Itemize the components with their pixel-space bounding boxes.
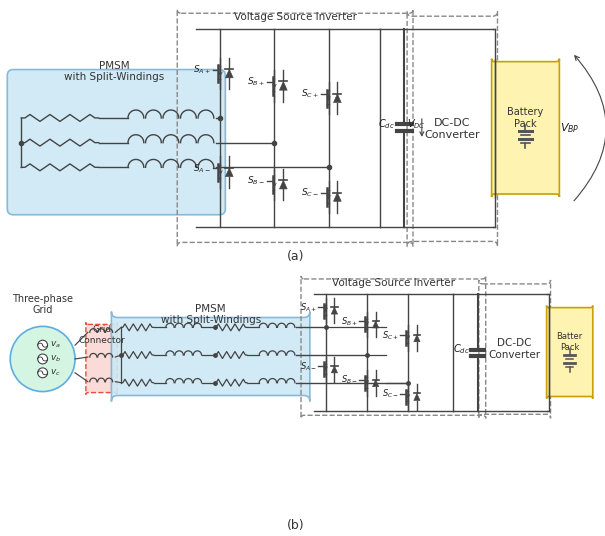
Polygon shape — [226, 168, 233, 177]
Text: $S_{A+}$: $S_{A+}$ — [300, 301, 317, 314]
FancyBboxPatch shape — [111, 311, 310, 401]
Polygon shape — [333, 192, 341, 202]
Text: $S_{C-}$: $S_{C-}$ — [382, 388, 399, 400]
Polygon shape — [414, 393, 420, 400]
Polygon shape — [373, 379, 379, 386]
Text: $S_{A-}$: $S_{A-}$ — [193, 162, 211, 175]
Text: $S_{B-}$: $S_{B-}$ — [247, 174, 264, 187]
Circle shape — [38, 354, 48, 364]
Text: $S_{B+}$: $S_{B+}$ — [247, 76, 264, 88]
Text: Batter
Pack: Batter Pack — [557, 332, 583, 352]
Text: $C_{dc}$: $C_{dc}$ — [453, 342, 470, 355]
Circle shape — [38, 368, 48, 378]
Text: PMSM
with Split-Windings: PMSM with Split-Windings — [160, 304, 261, 325]
Text: Grid
Connector: Grid Connector — [78, 325, 125, 345]
Text: $S_{B+}$: $S_{B+}$ — [341, 315, 358, 327]
Text: Voltage Source Inverter: Voltage Source Inverter — [234, 12, 356, 23]
Circle shape — [38, 340, 48, 350]
Text: Three-phase
Grid: Three-phase Grid — [12, 294, 73, 315]
Text: (b): (b) — [287, 519, 305, 532]
Text: $S_{B-}$: $S_{B-}$ — [341, 374, 358, 386]
Text: $v_b$: $v_b$ — [50, 354, 60, 364]
Text: DC-DC
Converter: DC-DC Converter — [489, 338, 541, 360]
Polygon shape — [280, 81, 287, 90]
Text: $V_{BP}$: $V_{BP}$ — [560, 121, 580, 135]
Text: Voltage Source Inverter: Voltage Source Inverter — [332, 278, 455, 288]
Polygon shape — [332, 307, 338, 314]
Polygon shape — [414, 334, 420, 342]
FancyBboxPatch shape — [86, 323, 117, 394]
FancyBboxPatch shape — [546, 306, 593, 398]
Text: PMSM
with Split-Windings: PMSM with Split-Windings — [64, 61, 165, 82]
Text: $v_a$: $v_a$ — [50, 340, 60, 351]
Polygon shape — [332, 366, 338, 373]
Polygon shape — [280, 180, 287, 189]
Text: $S_{C+}$: $S_{C+}$ — [382, 329, 399, 341]
Circle shape — [10, 326, 75, 392]
Polygon shape — [333, 94, 341, 102]
FancyBboxPatch shape — [7, 70, 226, 215]
Polygon shape — [226, 69, 233, 78]
Text: $S_{A+}$: $S_{A+}$ — [193, 63, 211, 76]
Text: DC-DC
Converter: DC-DC Converter — [425, 118, 480, 139]
Text: $S_{C-}$: $S_{C-}$ — [301, 187, 319, 199]
FancyBboxPatch shape — [492, 58, 560, 197]
Text: $C_{dc}$: $C_{dc}$ — [378, 117, 394, 131]
Text: (a): (a) — [287, 250, 305, 263]
Text: Battery
Pack: Battery Pack — [508, 107, 544, 129]
Text: $V_{DC}$: $V_{DC}$ — [407, 117, 426, 131]
Text: $v_c$: $v_c$ — [50, 368, 60, 378]
Text: $S_{A-}$: $S_{A-}$ — [300, 360, 317, 373]
Text: $S_{C+}$: $S_{C+}$ — [301, 88, 319, 100]
Polygon shape — [373, 321, 379, 328]
